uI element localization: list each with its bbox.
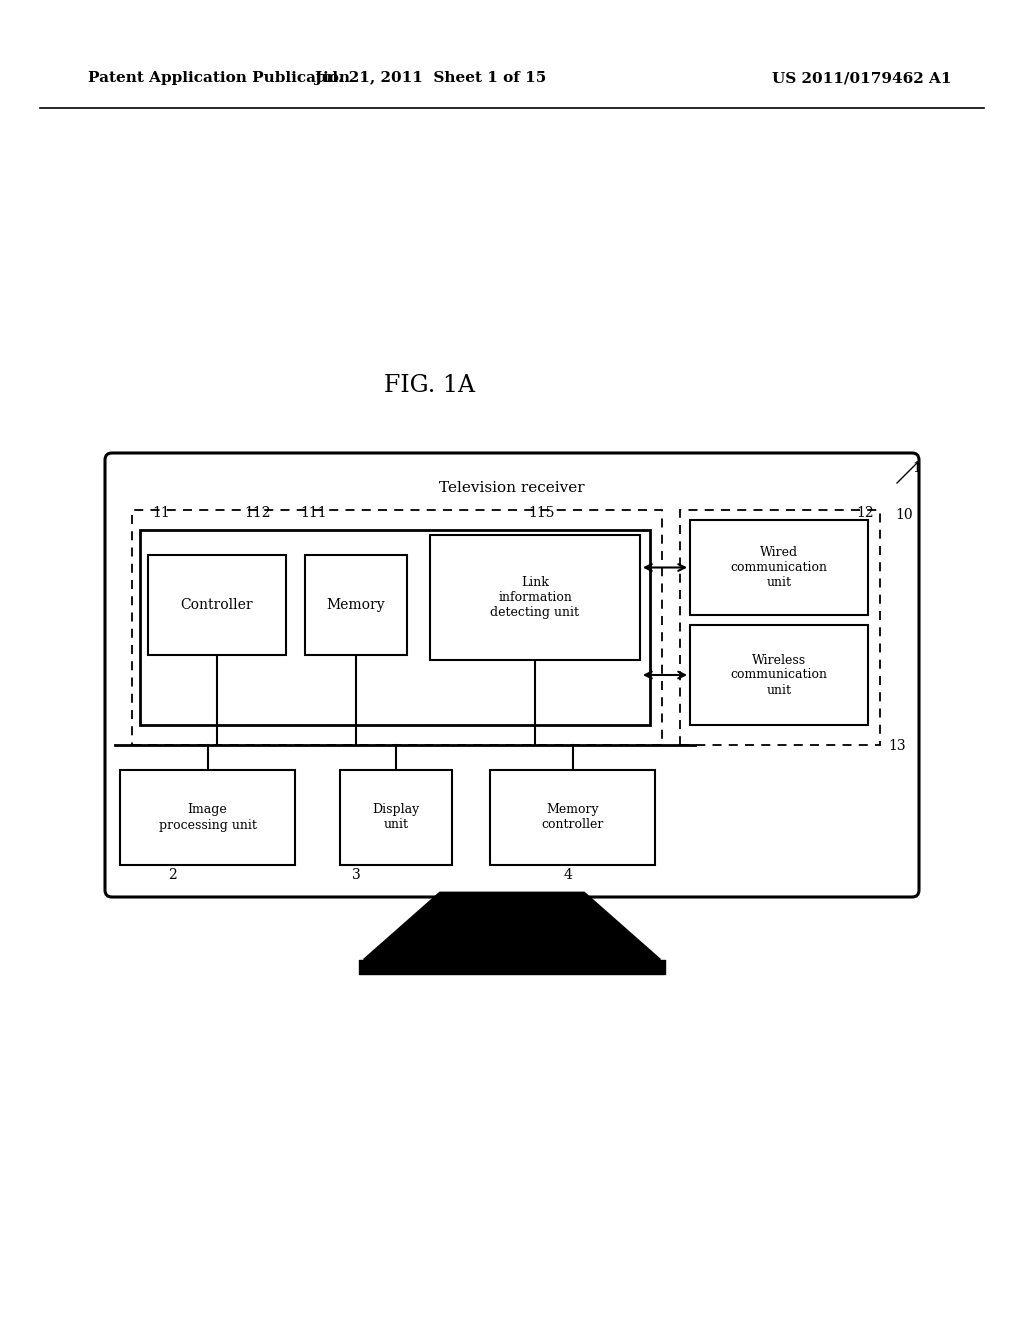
Text: Image
processing unit: Image processing unit (159, 804, 256, 832)
FancyBboxPatch shape (105, 453, 919, 898)
Bar (430, 535, 640, 660)
Text: Controller: Controller (180, 598, 253, 612)
Text: 13: 13 (888, 739, 905, 752)
Text: 12: 12 (856, 506, 873, 520)
Bar (490, 770, 655, 865)
Text: Patent Application Publication: Patent Application Publication (88, 71, 350, 84)
Text: 112: 112 (244, 506, 270, 520)
Bar (140, 531, 650, 725)
Text: Memory: Memory (327, 598, 385, 612)
Text: US 2011/0179462 A1: US 2011/0179462 A1 (772, 71, 951, 84)
Bar (120, 770, 295, 865)
Text: Link
information
detecting unit: Link information detecting unit (490, 576, 580, 619)
Text: 1: 1 (912, 461, 921, 475)
Text: 3: 3 (352, 869, 360, 882)
Text: Display
unit: Display unit (373, 804, 420, 832)
Bar (340, 770, 452, 865)
Text: 10: 10 (895, 508, 912, 521)
Text: FIG. 1A: FIG. 1A (384, 374, 475, 396)
Bar (305, 554, 407, 655)
Text: Wireless
communication
unit: Wireless communication unit (730, 653, 827, 697)
Bar (148, 554, 286, 655)
Text: Television receiver: Television receiver (439, 480, 585, 495)
Text: 115: 115 (528, 506, 555, 520)
Text: Wired
communication
unit: Wired communication unit (730, 546, 827, 589)
Text: 4: 4 (564, 869, 572, 882)
Bar (690, 520, 868, 615)
Text: 11: 11 (152, 506, 170, 520)
Text: Jul. 21, 2011  Sheet 1 of 15: Jul. 21, 2011 Sheet 1 of 15 (314, 71, 546, 84)
Text: 2: 2 (168, 869, 177, 882)
Polygon shape (364, 894, 660, 960)
Text: 111: 111 (300, 506, 327, 520)
Bar (690, 624, 868, 725)
Text: Memory
controller: Memory controller (542, 804, 604, 832)
